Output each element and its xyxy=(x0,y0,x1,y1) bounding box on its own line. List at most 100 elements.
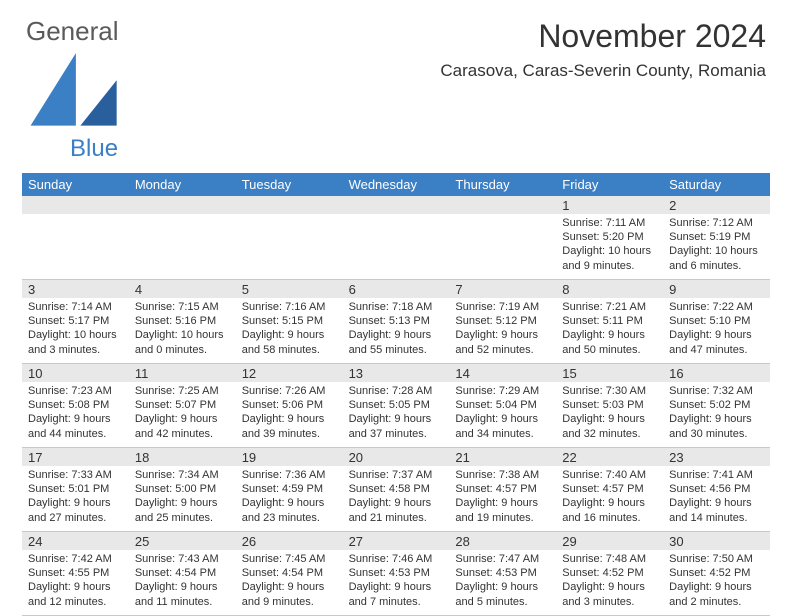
calendar: SundayMondayTuesdayWednesdayThursdayFrid… xyxy=(22,173,770,616)
day-details: Sunrise: 7:28 AMSunset: 5:05 PMDaylight:… xyxy=(343,382,450,445)
day-cell: 17Sunrise: 7:33 AMSunset: 5:01 PMDayligh… xyxy=(22,448,129,532)
week-row: 17Sunrise: 7:33 AMSunset: 5:01 PMDayligh… xyxy=(22,448,770,532)
month-title: November 2024 xyxy=(440,18,766,55)
day-details: Sunrise: 7:36 AMSunset: 4:59 PMDaylight:… xyxy=(236,466,343,529)
sunrise: Sunrise: 7:33 AM xyxy=(28,468,123,482)
day-header: Thursday xyxy=(449,173,556,196)
day-header: Monday xyxy=(129,173,236,196)
day-details: Sunrise: 7:43 AMSunset: 4:54 PMDaylight:… xyxy=(129,550,236,613)
sunset: Sunset: 5:08 PM xyxy=(28,398,123,412)
sunset: Sunset: 5:19 PM xyxy=(669,230,764,244)
sunrise: Sunrise: 7:19 AM xyxy=(455,300,550,314)
sunset: Sunset: 5:00 PM xyxy=(135,482,230,496)
sunrise: Sunrise: 7:47 AM xyxy=(455,552,550,566)
day-number: 28 xyxy=(449,532,556,550)
day-number: 30 xyxy=(663,532,770,550)
day-cell xyxy=(22,196,129,280)
day-cell: 5Sunrise: 7:16 AMSunset: 5:15 PMDaylight… xyxy=(236,280,343,364)
sunset: Sunset: 5:06 PM xyxy=(242,398,337,412)
daylight: Daylight: 9 hours and 5 minutes. xyxy=(455,580,550,609)
day-cell: 9Sunrise: 7:22 AMSunset: 5:10 PMDaylight… xyxy=(663,280,770,364)
day-number xyxy=(343,196,450,214)
sunrise: Sunrise: 7:43 AM xyxy=(135,552,230,566)
day-cell: 3Sunrise: 7:14 AMSunset: 5:17 PMDaylight… xyxy=(22,280,129,364)
daylight: Daylight: 9 hours and 30 minutes. xyxy=(669,412,764,441)
sunrise: Sunrise: 7:14 AM xyxy=(28,300,123,314)
sunrise: Sunrise: 7:48 AM xyxy=(562,552,657,566)
title-block: November 2024 Carasova, Caras-Severin Co… xyxy=(440,18,766,81)
sunset: Sunset: 5:16 PM xyxy=(135,314,230,328)
day-cell: 30Sunrise: 7:50 AMSunset: 4:52 PMDayligh… xyxy=(663,532,770,616)
daylight: Daylight: 9 hours and 3 minutes. xyxy=(562,580,657,609)
day-number: 9 xyxy=(663,280,770,298)
daylight: Daylight: 9 hours and 37 minutes. xyxy=(349,412,444,441)
sunset: Sunset: 5:05 PM xyxy=(349,398,444,412)
day-number xyxy=(236,196,343,214)
sunset: Sunset: 5:02 PM xyxy=(669,398,764,412)
day-header: Saturday xyxy=(663,173,770,196)
weeks-container: 1Sunrise: 7:11 AMSunset: 5:20 PMDaylight… xyxy=(22,196,770,616)
daylight: Daylight: 9 hours and 2 minutes. xyxy=(669,580,764,609)
daylight: Daylight: 9 hours and 23 minutes. xyxy=(242,496,337,525)
daylight: Daylight: 9 hours and 47 minutes. xyxy=(669,328,764,357)
day-number: 16 xyxy=(663,364,770,382)
day-details: Sunrise: 7:45 AMSunset: 4:54 PMDaylight:… xyxy=(236,550,343,613)
daylight: Daylight: 9 hours and 58 minutes. xyxy=(242,328,337,357)
day-number: 20 xyxy=(343,448,450,466)
day-details: Sunrise: 7:12 AMSunset: 5:19 PMDaylight:… xyxy=(663,214,770,277)
sunrise: Sunrise: 7:37 AM xyxy=(349,468,444,482)
sunrise: Sunrise: 7:25 AM xyxy=(135,384,230,398)
day-cell: 21Sunrise: 7:38 AMSunset: 4:57 PMDayligh… xyxy=(449,448,556,532)
day-cell: 16Sunrise: 7:32 AMSunset: 5:02 PMDayligh… xyxy=(663,364,770,448)
day-cell: 6Sunrise: 7:18 AMSunset: 5:13 PMDaylight… xyxy=(343,280,450,364)
day-cell: 4Sunrise: 7:15 AMSunset: 5:16 PMDaylight… xyxy=(129,280,236,364)
week-row: 24Sunrise: 7:42 AMSunset: 4:55 PMDayligh… xyxy=(22,532,770,616)
sunset: Sunset: 4:54 PM xyxy=(242,566,337,580)
sunset: Sunset: 4:56 PM xyxy=(669,482,764,496)
sunrise: Sunrise: 7:40 AM xyxy=(562,468,657,482)
day-cell xyxy=(343,196,450,280)
daylight: Daylight: 9 hours and 25 minutes. xyxy=(135,496,230,525)
day-number xyxy=(22,196,129,214)
day-header: Tuesday xyxy=(236,173,343,196)
day-number: 25 xyxy=(129,532,236,550)
sunrise: Sunrise: 7:11 AM xyxy=(562,216,657,230)
sunset: Sunset: 4:58 PM xyxy=(349,482,444,496)
day-details: Sunrise: 7:37 AMSunset: 4:58 PMDaylight:… xyxy=(343,466,450,529)
day-details: Sunrise: 7:48 AMSunset: 4:52 PMDaylight:… xyxy=(556,550,663,613)
daylight: Daylight: 9 hours and 9 minutes. xyxy=(242,580,337,609)
day-number: 11 xyxy=(129,364,236,382)
day-number: 17 xyxy=(22,448,129,466)
week-row: 1Sunrise: 7:11 AMSunset: 5:20 PMDaylight… xyxy=(22,196,770,280)
sunset: Sunset: 4:57 PM xyxy=(562,482,657,496)
daylight: Daylight: 9 hours and 32 minutes. xyxy=(562,412,657,441)
sunrise: Sunrise: 7:36 AM xyxy=(242,468,337,482)
sunset: Sunset: 5:13 PM xyxy=(349,314,444,328)
day-details: Sunrise: 7:30 AMSunset: 5:03 PMDaylight:… xyxy=(556,382,663,445)
sunset: Sunset: 5:03 PM xyxy=(562,398,657,412)
day-cell: 25Sunrise: 7:43 AMSunset: 4:54 PMDayligh… xyxy=(129,532,236,616)
sunrise: Sunrise: 7:28 AM xyxy=(349,384,444,398)
day-number: 10 xyxy=(22,364,129,382)
sunrise: Sunrise: 7:18 AM xyxy=(349,300,444,314)
day-number: 13 xyxy=(343,364,450,382)
day-cell: 7Sunrise: 7:19 AMSunset: 5:12 PMDaylight… xyxy=(449,280,556,364)
day-details: Sunrise: 7:32 AMSunset: 5:02 PMDaylight:… xyxy=(663,382,770,445)
day-details: Sunrise: 7:38 AMSunset: 4:57 PMDaylight:… xyxy=(449,466,556,529)
sunrise: Sunrise: 7:34 AM xyxy=(135,468,230,482)
sunrise: Sunrise: 7:16 AM xyxy=(242,300,337,314)
day-details: Sunrise: 7:47 AMSunset: 4:53 PMDaylight:… xyxy=(449,550,556,613)
header: General Blue November 2024 Carasova, Car… xyxy=(0,0,792,165)
day-details: Sunrise: 7:15 AMSunset: 5:16 PMDaylight:… xyxy=(129,298,236,361)
daylight: Daylight: 9 hours and 16 minutes. xyxy=(562,496,657,525)
day-number: 12 xyxy=(236,364,343,382)
day-cell xyxy=(449,196,556,280)
sunset: Sunset: 4:55 PM xyxy=(28,566,123,580)
daylight: Daylight: 9 hours and 11 minutes. xyxy=(135,580,230,609)
daylight: Daylight: 9 hours and 14 minutes. xyxy=(669,496,764,525)
daylight: Daylight: 9 hours and 21 minutes. xyxy=(349,496,444,525)
day-cell: 23Sunrise: 7:41 AMSunset: 4:56 PMDayligh… xyxy=(663,448,770,532)
daylight: Daylight: 9 hours and 55 minutes. xyxy=(349,328,444,357)
day-number: 3 xyxy=(22,280,129,298)
day-cell: 14Sunrise: 7:29 AMSunset: 5:04 PMDayligh… xyxy=(449,364,556,448)
